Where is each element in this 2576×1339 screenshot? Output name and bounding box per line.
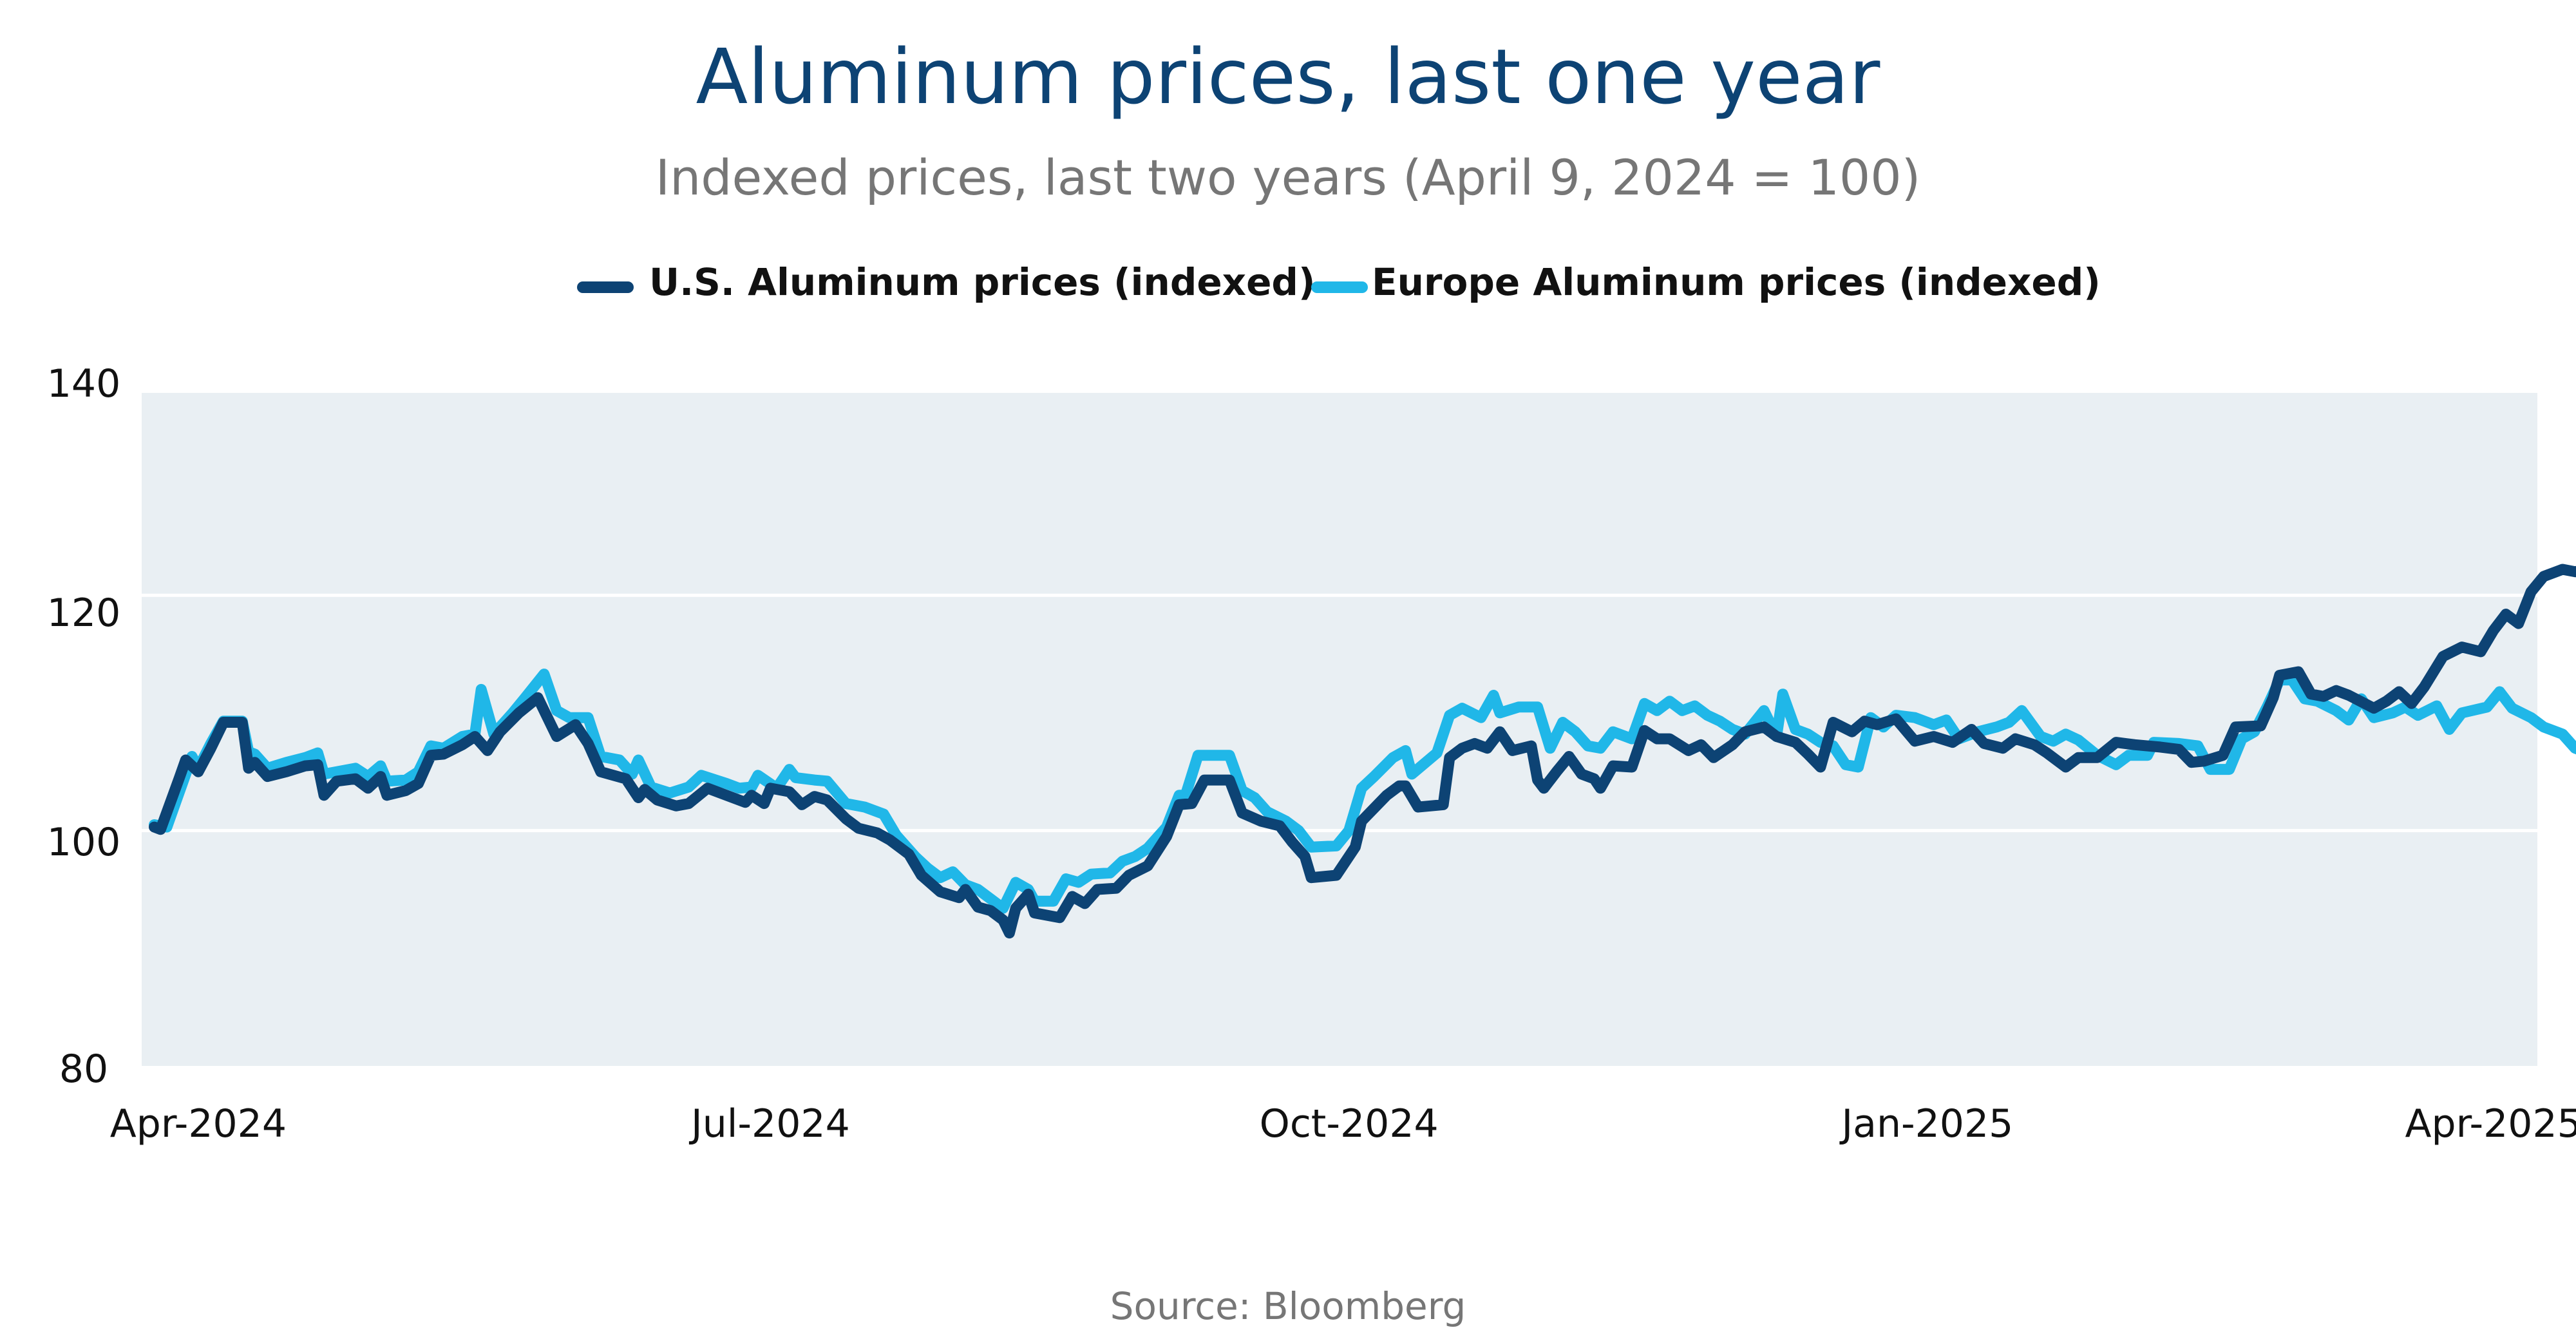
chart-title: Aluminum prices, last one year xyxy=(696,32,1880,121)
x-tick-label: Apr-2025 xyxy=(2405,1101,2576,1146)
legend: U.S. Aluminum prices (indexed) Europe Al… xyxy=(577,260,2101,304)
legend-item-us: U.S. Aluminum prices (indexed) xyxy=(577,260,1315,304)
x-axis: Apr-2024 Jul-2024 Oct-2024 Jan-2025 Apr-2025 xyxy=(110,1101,2576,1146)
legend-item-europe: Europe Aluminum prices (indexed) xyxy=(1311,260,2101,304)
x-tick-label: Jan-2025 xyxy=(1839,1101,2013,1146)
x-tick-label: Jul-2024 xyxy=(688,1101,850,1146)
y-tick-label: 100 xyxy=(47,820,121,865)
y-axis: 80 100 120 140 xyxy=(47,361,121,1092)
gridlines xyxy=(142,593,2537,833)
plot-area xyxy=(142,393,2537,1066)
x-tick-label: Oct-2024 xyxy=(1260,1101,1439,1146)
y-tick-label: 140 xyxy=(47,361,121,406)
x-tick-label: Apr-2024 xyxy=(110,1101,287,1146)
legend-label-europe: Europe Aluminum prices (indexed) xyxy=(1372,260,2101,304)
series-line-europe xyxy=(149,669,2576,914)
series-line-us xyxy=(149,564,2576,939)
y-tick-label: 80 xyxy=(59,1047,108,1092)
chart-subtitle: Indexed prices, last two years (April 9,… xyxy=(656,149,1921,206)
y-tick-label: 120 xyxy=(47,591,121,636)
series-lines xyxy=(149,564,2576,939)
source-note: Source: Bloomberg xyxy=(1110,1284,1466,1328)
legend-label-us: U.S. Aluminum prices (indexed) xyxy=(649,260,1315,304)
